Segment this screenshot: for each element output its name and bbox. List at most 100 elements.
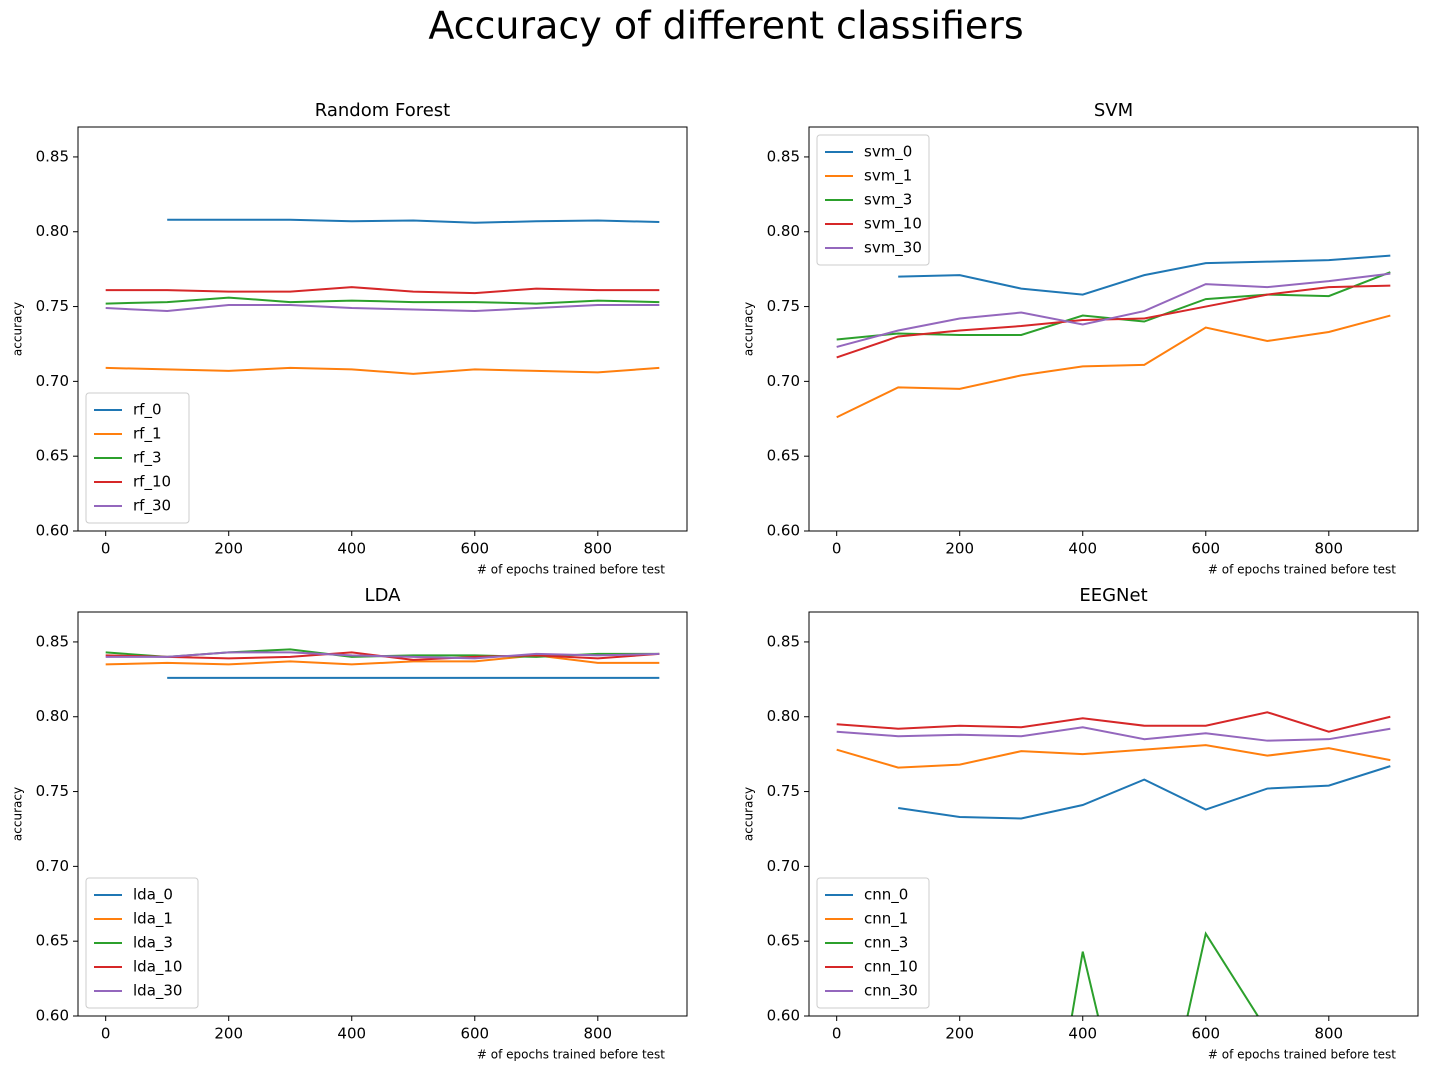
y-tick-label: 0.65 xyxy=(767,932,800,950)
y-tick-label: 0.65 xyxy=(767,447,800,465)
y-tick-label: 0.60 xyxy=(36,1007,69,1025)
y-axis-label: accuracy xyxy=(742,787,756,841)
x-tick-label: 0 xyxy=(832,1025,842,1043)
x-tick-label: 600 xyxy=(1191,1025,1220,1043)
y-axis-label: accuracy xyxy=(742,302,756,356)
y-tick-label: 0.75 xyxy=(36,297,69,315)
y-tick-label: 0.80 xyxy=(767,222,800,240)
series-line xyxy=(105,366,660,375)
legend-label: rf_0 xyxy=(133,401,162,420)
y-tick-label: 0.75 xyxy=(36,782,69,800)
series-line xyxy=(836,272,1391,348)
axes-frame xyxy=(77,611,688,1017)
x-axis-label: # of epochs trained before test xyxy=(1208,563,1396,577)
series-line xyxy=(167,218,660,224)
y-tick-label: 0.70 xyxy=(36,857,69,875)
x-tick-label: 800 xyxy=(583,1025,612,1043)
y-tick-label: 0.70 xyxy=(767,372,800,390)
subplot: LDA 0.60 0.65 0.70 0.75 0.80 0.85 0 200 400 600 800… xyxy=(11,585,688,1062)
legend-label: svm_1 xyxy=(864,167,912,186)
lines xyxy=(836,711,1391,1016)
x-axis-label: # of epochs trained before test xyxy=(477,1048,665,1062)
subplot: SVM 0.60 0.65 0.70 0.75 0.80 0.85 0 200 400 600 800… xyxy=(742,100,1419,577)
axes-frame xyxy=(808,126,1419,532)
y-tick-label: 0.70 xyxy=(36,372,69,390)
legend-label: lda_10 xyxy=(133,958,182,977)
x-tick-label: 400 xyxy=(337,540,366,558)
y-tick-label: 0.65 xyxy=(36,447,69,465)
series-line xyxy=(836,284,1391,359)
legend-box xyxy=(85,392,190,524)
y-tick-label: 0.60 xyxy=(767,1007,800,1025)
x-tick-label: 800 xyxy=(1314,540,1343,558)
x-tick-label: 400 xyxy=(1068,540,1097,558)
series-line xyxy=(105,296,660,305)
figure-title: Accuracy of different classifiers xyxy=(428,4,1023,48)
axes-frame xyxy=(808,611,1419,1017)
y-tick-label: 0.85 xyxy=(36,147,69,165)
legend-label: svm_10 xyxy=(864,215,922,234)
legend-label: rf_30 xyxy=(133,497,171,516)
x-tick-label: 600 xyxy=(460,1025,489,1043)
legend: cnn_0 cnn_1 cnn_3 cnn_10 cnn_30 xyxy=(816,877,930,1009)
legend: rf_0 rf_1 rf_3 rf_10 rf_30 xyxy=(85,392,190,524)
y-axis-label: accuracy xyxy=(11,787,25,841)
legend-label: svm_0 xyxy=(864,143,912,162)
subplot: EEGNet 0.60 0.65 0.70 0.75 0.80 0.85 0 200 400 600… xyxy=(742,585,1419,1062)
x-axis-label: # of epochs trained before test xyxy=(477,563,665,577)
x-tick-label: 200 xyxy=(214,540,243,558)
legend-label: lda_30 xyxy=(133,982,182,1001)
legend-label: lda_3 xyxy=(133,934,173,953)
legend-label: cnn_3 xyxy=(864,934,908,953)
x-tick-label: 800 xyxy=(583,540,612,558)
subplot-title: SVM xyxy=(1094,100,1133,121)
legend-box xyxy=(816,134,930,266)
x-axis-label: # of epochs trained before test xyxy=(1208,1048,1396,1062)
series-line xyxy=(105,286,660,295)
lines xyxy=(105,218,660,375)
legend-box xyxy=(85,877,199,1009)
legend-label: rf_3 xyxy=(133,449,162,468)
legend-label: rf_10 xyxy=(133,473,171,492)
x-tick-label: 0 xyxy=(832,540,842,558)
y-tick-label: 0.75 xyxy=(767,782,800,800)
x-tick-label: 400 xyxy=(337,1025,366,1043)
series-line xyxy=(836,711,1391,733)
legend: lda_0 lda_1 lda_3 lda_10 lda_30 xyxy=(85,877,199,1009)
legend-label: cnn_30 xyxy=(864,982,918,1001)
x-tick-label: 400 xyxy=(1068,1025,1097,1043)
x-tick-label: 600 xyxy=(1191,540,1220,558)
y-tick-label: 0.65 xyxy=(36,932,69,950)
y-axis-label: accuracy xyxy=(11,302,25,356)
subplot-title: LDA xyxy=(365,585,402,606)
y-tick-label: 0.85 xyxy=(767,147,800,165)
legend-label: cnn_10 xyxy=(864,958,918,977)
y-tick-label: 0.75 xyxy=(767,297,800,315)
x-tick-label: 800 xyxy=(1314,1025,1343,1043)
y-tick-label: 0.85 xyxy=(767,632,800,650)
x-tick-label: 200 xyxy=(945,1025,974,1043)
lines xyxy=(836,254,1391,419)
y-tick-label: 0.85 xyxy=(36,632,69,650)
y-tick-label: 0.80 xyxy=(767,707,800,725)
legend-box xyxy=(816,877,930,1009)
lines xyxy=(105,648,660,679)
legend-label: svm_3 xyxy=(864,191,912,210)
subplot: Random Forest 0.60 0.65 0.70 0.75 0.80 0.85 0 20… xyxy=(11,100,688,577)
series-line xyxy=(836,726,1391,742)
legend: svm_0 svm_1 svm_3 svm_10 svm_30 xyxy=(816,134,930,266)
axes-frame xyxy=(77,126,688,532)
series-line xyxy=(105,304,660,313)
legend-label: cnn_1 xyxy=(864,910,908,929)
series-line xyxy=(836,314,1391,419)
legend-label: svm_30 xyxy=(864,239,922,258)
x-tick-label: 0 xyxy=(101,1025,111,1043)
legend-label: rf_1 xyxy=(133,425,162,444)
x-tick-label: 600 xyxy=(460,540,489,558)
x-tick-label: 200 xyxy=(945,540,974,558)
series-line xyxy=(836,744,1391,769)
y-tick-label: 0.60 xyxy=(36,522,69,540)
y-tick-label: 0.80 xyxy=(36,222,69,240)
subplot-title: EEGNet xyxy=(1079,585,1147,606)
